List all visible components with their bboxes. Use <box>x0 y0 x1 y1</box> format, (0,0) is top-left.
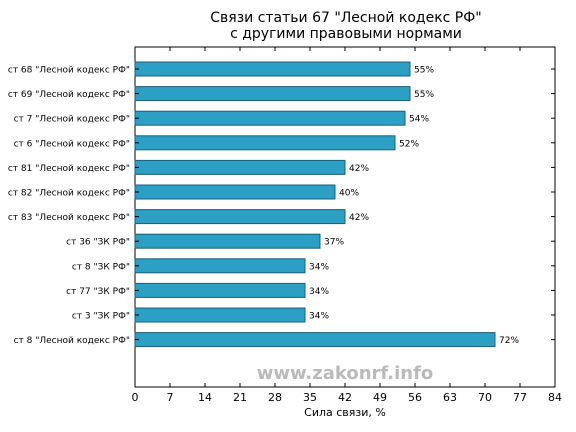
bar-value-label: 34% <box>309 262 329 272</box>
x-axis-tick-label: 84 <box>548 391 562 404</box>
bar-value-label: 34% <box>309 287 329 297</box>
bar <box>134 159 346 175</box>
y-axis-ticks-layer <box>135 68 555 341</box>
x-axis-tick-label: 63 <box>443 391 457 404</box>
x-axis-tick-label: 7 <box>167 391 174 404</box>
bar <box>134 184 336 200</box>
bars-layer <box>134 61 496 348</box>
x-axis-tick-label: 49 <box>373 391 387 404</box>
bar <box>134 332 496 348</box>
bar <box>134 233 321 249</box>
bar <box>134 135 396 151</box>
watermark: www.zakonrf.info <box>257 363 434 384</box>
x-axis-tick-label: 28 <box>268 391 282 404</box>
bar-value-label: 52% <box>399 139 419 149</box>
chart-title-line-2: с другими правовыми нормами <box>230 26 462 42</box>
bar-value-label: 37% <box>324 238 344 248</box>
bar <box>134 61 411 77</box>
x-axis-tick-label: 35 <box>303 391 317 404</box>
category-label: ст 3 "ЗК РФ" <box>72 312 130 322</box>
category-label: ст 6 "Лесной кодекс РФ" <box>14 139 130 149</box>
category-label: ст 68 "Лесной кодекс РФ" <box>8 66 130 76</box>
x-axis-tick-label: 21 <box>233 391 247 404</box>
x-axis-tick-label: 77 <box>513 391 527 404</box>
category-label: ст 69 "Лесной кодекс РФ" <box>8 90 130 100</box>
category-label: ст 82 "Лесной кодекс РФ" <box>8 189 130 199</box>
bar-value-label: 34% <box>309 312 329 322</box>
x-axis-tick-label: 0 <box>132 391 139 404</box>
category-label: ст 83 "Лесной кодекс РФ" <box>8 213 130 223</box>
bar-value-label: 55% <box>414 90 434 100</box>
bar-value-label: 42% <box>349 164 369 174</box>
x-axis-tick-label: 70 <box>478 391 492 404</box>
category-label: ст 36 "ЗК РФ" <box>66 238 130 248</box>
category-label: ст 8 "Лесной кодекс РФ" <box>14 336 130 346</box>
x-axis-tick-label: 56 <box>408 391 422 404</box>
category-label: ст 7 "Лесной кодекс РФ" <box>14 115 130 125</box>
x-axis-label: Сила связи, % <box>304 406 386 419</box>
chart-title-line-1: Связи статьи 67 "Лесной кодекс РФ" <box>210 10 482 26</box>
x-axis-tick-label: 42 <box>338 391 352 404</box>
bar <box>134 209 346 225</box>
bar-value-label: 72% <box>499 336 519 346</box>
bar-value-label: 54% <box>409 115 429 125</box>
category-label: ст 8 "ЗК РФ" <box>72 262 130 272</box>
bar <box>134 110 406 126</box>
category-label: ст 77 "ЗК РФ" <box>66 287 130 297</box>
bar-value-label: 55% <box>414 66 434 76</box>
bar <box>134 258 306 274</box>
bar-value-label: 42% <box>349 213 369 223</box>
category-label: ст 81 "Лесной кодекс РФ" <box>8 164 130 174</box>
category-labels-layer: ст 68 "Лесной кодекс РФ" ст 69 "Лесной ко… <box>8 66 130 347</box>
x-axis-ticks-layer: 0 7 14 21 28 35 42 49 56 63 70 77 84 <box>132 47 562 404</box>
value-labels-layer: 55% 55% 54% 52% 42% 40% 42% 37% 34% 34% 34% 72% <box>309 66 519 347</box>
x-axis-tick-label: 14 <box>198 391 212 404</box>
bar <box>134 307 306 323</box>
bar <box>134 86 411 102</box>
bar-value-label: 40% <box>339 189 359 199</box>
bar <box>134 282 306 298</box>
